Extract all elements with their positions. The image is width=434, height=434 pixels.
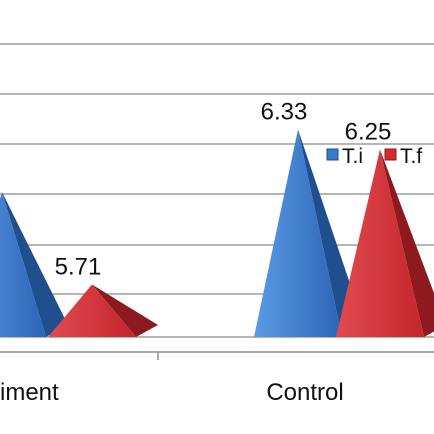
pyramid-front-face xyxy=(0,192,46,337)
pyramid-side-face xyxy=(92,284,158,337)
legend-item-ti: T.i xyxy=(326,145,363,168)
bar-ti-0 xyxy=(0,192,68,337)
data-label: 8 xyxy=(0,161,1,188)
legend-swatch-tf xyxy=(384,148,397,161)
category-label-control: Control xyxy=(266,379,343,406)
legend-label-tf: T.f xyxy=(400,145,422,168)
legend-label-ti: T.i xyxy=(342,145,363,168)
chart-marks xyxy=(0,129,434,337)
data-label: 6.25 xyxy=(345,119,392,146)
legend-item-tf: T.f xyxy=(384,145,422,168)
bar-tf-0 xyxy=(48,284,158,337)
legend-swatch-ti xyxy=(326,148,339,161)
bar-tf-1 xyxy=(336,149,434,337)
pyramid-side-face xyxy=(298,129,364,337)
data-label: 5.71 xyxy=(55,254,102,281)
pyramid-side-face xyxy=(2,192,68,337)
category-label-experiment: riment xyxy=(0,379,59,406)
pyramid-front-face xyxy=(48,284,136,337)
pyramid-front-face xyxy=(336,149,424,337)
pyramid-side-face xyxy=(380,149,434,337)
data-labels: 8 6.33 5.71 6.25 xyxy=(0,99,391,281)
legend: T.i T.f xyxy=(326,145,422,168)
data-label: 6.33 xyxy=(261,99,308,126)
pyramid-front-face xyxy=(254,129,342,337)
bar-ti-1 xyxy=(254,129,364,337)
